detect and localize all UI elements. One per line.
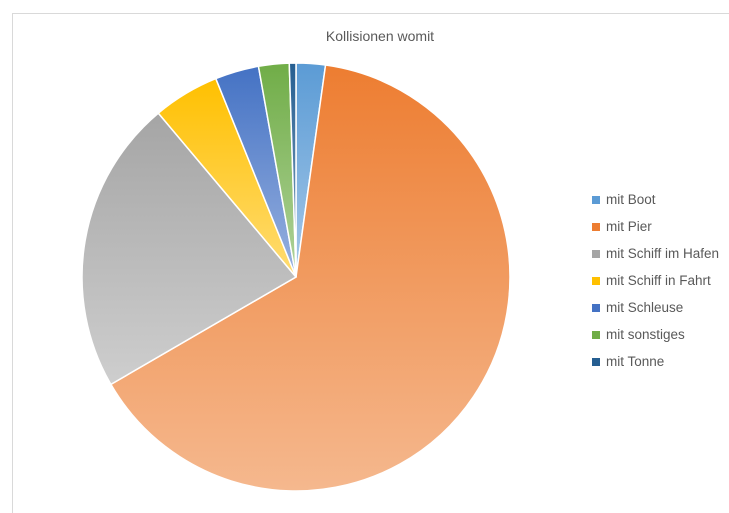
legend-swatch [592, 195, 600, 204]
legend-item: mit sonstiges [592, 321, 719, 348]
pie-slice-mit-schiff-im-hafen [81, 112, 298, 386]
pie-slice-mit-pier [109, 64, 511, 492]
legend-item: mit Tonne [592, 348, 719, 375]
legend-label: mit Schleuse [606, 300, 684, 315]
legend-item: mit Boot [592, 186, 719, 213]
legend-item: mit Pier [592, 213, 719, 240]
legend-swatch [592, 222, 600, 231]
pie-slice-mit-tonne [288, 62, 297, 278]
legend-swatch [592, 276, 600, 285]
pie-chart [81, 62, 511, 492]
legend-swatch [592, 330, 600, 339]
legend-swatch [592, 357, 600, 366]
legend-label: mit Boot [606, 192, 656, 207]
legend-label: mit Tonne [606, 354, 665, 369]
chart-title: Kollisionen womit [325, 28, 435, 44]
legend-item: mit Schiff im Hafen [592, 240, 719, 267]
chart-area [12, 13, 729, 513]
legend-label: mit Pier [606, 219, 652, 234]
legend-label: mit Schiff im Hafen [606, 246, 720, 261]
legend-swatch [592, 249, 600, 258]
chart-legend: mit Boot mit Pier mit Schiff im Hafen mit S… [592, 186, 719, 375]
legend-item: mit Schiff in Fahrt [592, 267, 719, 294]
legend-label: mit sonstiges [606, 327, 685, 342]
legend-item: mit Schleuse [592, 294, 719, 321]
legend-label: mit Schiff in Fahrt [606, 273, 711, 288]
legend-swatch [592, 303, 600, 312]
